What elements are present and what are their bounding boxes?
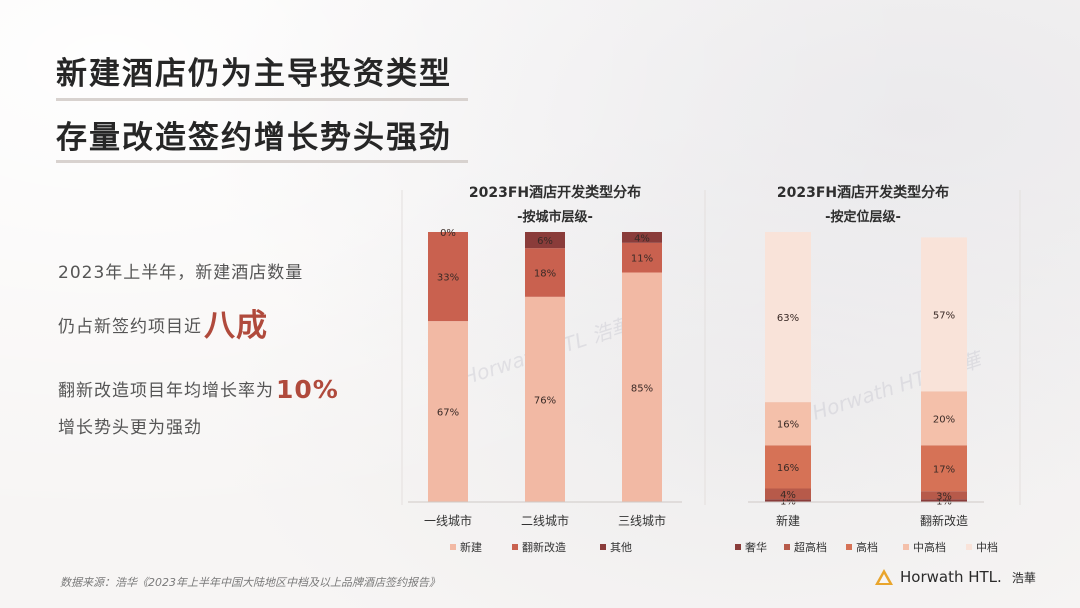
lead-text-2: 仍占新签约项目近八成 — [58, 300, 268, 345]
data-label-0-1-1: 18% — [534, 269, 556, 280]
bar-0-2-2 — [622, 232, 662, 243]
data-label-0-2-1: 11% — [631, 254, 653, 265]
lead-emphasis-growth-rate: 10% — [276, 375, 339, 404]
legend-swatch-1-1 — [784, 544, 790, 550]
category-label-1-1: 翻新改造 — [920, 513, 968, 528]
bar-0-1-2 — [525, 232, 565, 249]
data-label-1-1-2: 17% — [933, 464, 955, 475]
bar-0-2-1 — [622, 242, 662, 273]
legend-swatch-1-0 — [735, 544, 741, 550]
page-title-line-2: 存量改造签约增长势头强劲 — [56, 120, 452, 156]
title-divider-1 — [56, 98, 468, 101]
data-label-0-0-1: 33% — [437, 273, 459, 284]
lead-text-2-prefix: 仍占新签约项目近 — [58, 317, 202, 337]
lead-text-3: 翻新改造项目年均增长率为10% — [58, 375, 339, 404]
category-label-0-0: 一线城市 — [424, 513, 472, 528]
chart-1-subtitle: -按定位层级- — [825, 209, 901, 225]
bar-0-0-0 — [428, 321, 468, 502]
brand-logo: Horwath HTL. 浩華 — [874, 566, 1036, 588]
data-label-0-2-0: 85% — [631, 383, 653, 394]
legend-swatch-1-3 — [903, 544, 909, 550]
brand-name: Horwath HTL. — [900, 568, 1002, 586]
data-source-note: 数据来源：浩华《2023年上半年中国大陆地区中档及以上品牌酒店签约报告》 — [60, 576, 440, 589]
bar-1-1-4 — [921, 237, 967, 392]
chart-0-title: 2023FH酒店开发类型分布 — [469, 184, 641, 201]
chart-0-subtitle: -按城市层级- — [517, 209, 593, 225]
legend-swatch-1-4 — [966, 544, 972, 550]
bar-1-1-2 — [921, 445, 967, 492]
bar-1-1-1 — [921, 491, 967, 500]
data-label-1-0-3: 16% — [777, 420, 799, 431]
legend-swatch-0-0 — [450, 544, 456, 550]
bar-0-0-1 — [428, 232, 468, 322]
page-title-line-1: 新建酒店仍为主导投资类型 — [56, 56, 452, 92]
legend-label-0-0: 新建 — [460, 540, 482, 554]
data-label-0-0-0: 67% — [437, 408, 459, 419]
bar-1-0-3 — [765, 402, 811, 446]
bar-0-1-1 — [525, 248, 565, 297]
bar-1-0-2 — [765, 445, 811, 489]
data-label-1-1-4: 57% — [933, 310, 955, 321]
legend-swatch-0-1 — [512, 544, 518, 550]
chart-1-title: 2023FH酒店开发类型分布 — [777, 184, 949, 201]
data-label-0-1-0: 76% — [534, 395, 556, 406]
bar-1-0-0 — [765, 499, 811, 502]
lead-text-1: 2023年上半年，新建酒店数量 — [58, 263, 304, 283]
data-label-1-1-1: 3% — [936, 491, 952, 502]
legend-label-0-2: 其他 — [610, 541, 632, 554]
bar-1-1-3 — [921, 391, 967, 446]
data-label-1-0-4: 63% — [777, 313, 799, 324]
legend-label-1-0: 奢华 — [745, 540, 767, 554]
legend-swatch-1-2 — [846, 544, 852, 550]
legend-swatch-0-2 — [600, 544, 606, 550]
data-label-1-0-2: 16% — [777, 463, 799, 474]
legend-label-1-2: 高档 — [856, 540, 878, 554]
legend-label-1-1: 超高档 — [794, 540, 827, 554]
bar-1-0-1 — [765, 488, 811, 500]
bar-1-1-0 — [921, 499, 967, 502]
legend-label-1-3: 中高档 — [913, 540, 946, 554]
category-label-0-1: 二线城市 — [521, 513, 569, 528]
brand-triangle-icon — [875, 569, 893, 585]
data-label-1-1-3: 20% — [933, 414, 955, 425]
legend-label-0-1: 翻新改造 — [522, 540, 566, 554]
bar-0-1-0 — [525, 296, 565, 502]
data-label-0-0-2: 0% — [440, 228, 456, 239]
bar-0-2-0 — [622, 272, 662, 502]
lead-text-4: 增长势头更为强劲 — [58, 418, 202, 438]
data-label-1-0-1: 4% — [780, 490, 796, 501]
title-divider-2 — [56, 160, 468, 163]
lead-emphasis-eighty-percent: 八成 — [204, 308, 268, 344]
category-label-1-0: 新建 — [776, 513, 800, 528]
data-label-0-1-2: 6% — [537, 236, 553, 247]
data-label-0-2-2: 4% — [634, 233, 650, 244]
brand-name-cn: 浩華 — [1011, 570, 1036, 585]
bar-1-0-4 — [765, 232, 811, 403]
lead-text-3-prefix: 翻新改造项目年均增长率为 — [58, 381, 274, 401]
legend-label-1-4: 中档 — [976, 540, 998, 554]
category-label-0-2: 三线城市 — [618, 513, 666, 528]
